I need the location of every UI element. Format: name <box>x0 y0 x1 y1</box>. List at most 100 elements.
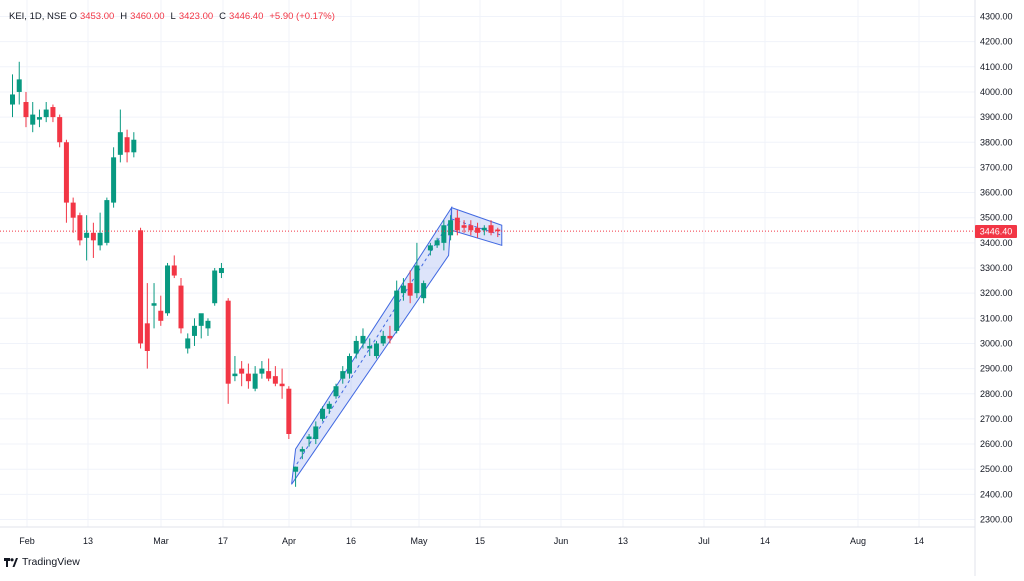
candle-up <box>326 401 332 414</box>
candles <box>10 61 501 487</box>
candle-up <box>293 466 299 487</box>
price-tick-label: 3800.00 <box>980 137 1013 147</box>
price-tick-label: 2300.00 <box>980 515 1013 525</box>
candle-down <box>407 270 413 304</box>
candle-up <box>427 242 433 256</box>
candle-up <box>16 61 22 105</box>
candle-down <box>495 227 501 238</box>
price-tick-label: 2400.00 <box>980 489 1013 499</box>
candle-down <box>468 220 474 236</box>
symbol-info[interactable]: KEI, 1D, NSE <box>9 11 67 22</box>
time-axis[interactable]: Feb 13 Mar 17 Apr 16 May 15 Jun 13 Jul 14 Aug 14 <box>19 536 924 546</box>
candle-down <box>144 283 150 369</box>
time-tick-label: 13 <box>83 536 93 546</box>
price-tick-label: 3100.00 <box>980 313 1013 323</box>
price-tick-label: 4100.00 <box>980 62 1013 72</box>
candle-up <box>414 242 420 299</box>
branding[interactable]: TradingView <box>4 556 80 568</box>
candle-up <box>299 446 305 460</box>
candle-up <box>165 262 171 316</box>
last-price-label: 3446.40 <box>980 227 1013 237</box>
candle-up <box>84 215 90 261</box>
time-tick-label: 16 <box>346 536 356 546</box>
price-tick-label: 2800.00 <box>980 389 1013 399</box>
candle-up <box>259 361 265 379</box>
candle-up <box>320 406 326 422</box>
candle-up <box>198 313 204 339</box>
candle-up <box>97 212 103 251</box>
time-tick-label: 14 <box>914 536 924 546</box>
candle-up <box>441 220 447 251</box>
candle-down <box>158 295 164 326</box>
candle-up <box>421 280 427 304</box>
candle-up <box>151 283 157 329</box>
price-axis[interactable]: 2300.00 2400.00 2500.00 2600.00 2700.00 2800.… <box>980 12 1013 525</box>
candle-down <box>70 197 76 233</box>
candle-down <box>272 366 278 387</box>
price-tick-label: 3700.00 <box>980 162 1013 172</box>
candle-up <box>347 353 352 379</box>
price-tick-label: 2600.00 <box>980 439 1013 449</box>
candle-down <box>488 220 494 236</box>
high-value: 3460.00 <box>130 11 165 22</box>
candle-down <box>475 222 481 238</box>
candle-up <box>205 318 211 336</box>
candle-up <box>43 102 49 123</box>
candle-up <box>218 262 224 279</box>
candle-down <box>225 298 231 404</box>
time-tick-label: 15 <box>475 536 485 546</box>
time-tick-label: Jun <box>554 536 569 546</box>
close-value: 3446.40 <box>229 11 264 22</box>
low-value: 3423.00 <box>178 11 214 22</box>
price-tick-label: 4200.00 <box>980 37 1013 47</box>
price-tick-label: 3200.00 <box>980 288 1013 298</box>
grid-lines <box>0 0 975 527</box>
candle-up <box>353 335 359 359</box>
close-label: C <box>219 11 227 22</box>
drawings[interactable] <box>291 205 503 485</box>
price-tag: 3446.40 <box>975 225 1017 238</box>
candle-up <box>481 225 487 236</box>
price-tick-label: 3400.00 <box>980 238 1013 248</box>
candle-up <box>232 356 238 382</box>
change-value: +5.90 (+0.17%) <box>269 11 335 22</box>
time-tick-label: Aug <box>850 536 866 546</box>
candle-up <box>333 383 339 399</box>
price-tick-label: 3500.00 <box>980 213 1013 223</box>
candle-up <box>104 197 110 246</box>
candle-up <box>380 330 386 346</box>
open-label: O <box>69 11 77 22</box>
candle-down <box>178 278 184 334</box>
time-tick-label: 17 <box>218 536 228 546</box>
candle-up <box>117 109 123 163</box>
channel-midline[interactable] <box>293 219 452 470</box>
candle-down <box>454 210 460 236</box>
candle-up <box>131 132 137 158</box>
price-tick-label: 3000.00 <box>980 338 1013 348</box>
candle-down <box>171 255 177 279</box>
candle-up <box>394 280 400 334</box>
candle-up <box>434 237 440 248</box>
candle-up <box>313 421 319 445</box>
time-tick-label: Apr <box>282 536 296 546</box>
candle-down <box>279 368 285 399</box>
candle-down <box>77 212 83 246</box>
candle-up <box>306 433 312 447</box>
candle-down <box>286 386 292 440</box>
candle-down <box>266 358 272 382</box>
candle-up <box>30 102 36 133</box>
candle-down <box>138 227 144 349</box>
candle-up <box>36 109 42 128</box>
candle-down <box>461 220 467 233</box>
candle-down <box>23 91 29 128</box>
candle-down <box>124 129 130 163</box>
candle-down <box>50 104 56 123</box>
candle-up <box>373 340 379 359</box>
price-tick-label: 2900.00 <box>980 364 1013 374</box>
time-tick-label: 14 <box>760 536 770 546</box>
candle-down <box>239 361 245 387</box>
low-label: L <box>170 11 176 22</box>
candle-down <box>387 325 393 344</box>
